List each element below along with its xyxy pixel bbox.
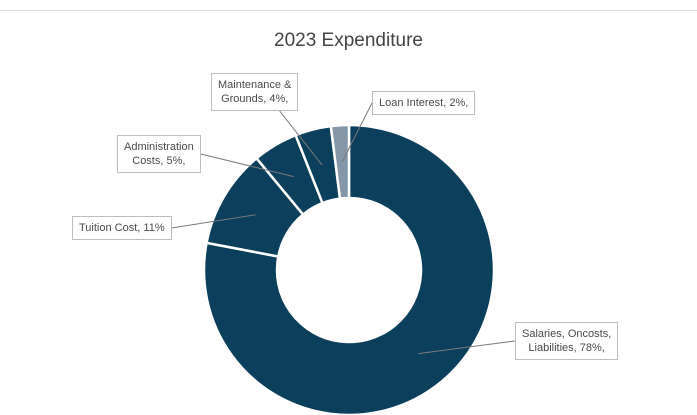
data-label-salaries: Salaries, Oncosts, Liabilities, 78%, bbox=[515, 322, 619, 360]
chart-title: 2023 Expenditure bbox=[274, 30, 423, 51]
data-label-loan-interest: Loan Interest, 2%, bbox=[372, 91, 476, 115]
slice-loan-interest bbox=[329, 123, 351, 200]
data-label-tuition: Tuition Cost, 11% bbox=[72, 216, 172, 240]
data-label-administration: Administration Costs, 5%, bbox=[117, 135, 201, 173]
leader-line-administration bbox=[200, 153, 294, 178]
leader-line-loan-interest bbox=[341, 102, 373, 162]
leader-line-salaries bbox=[418, 340, 516, 355]
data-label-maintenance: Maintenance & Grounds, 4%, bbox=[211, 73, 299, 111]
top-divider bbox=[0, 10, 697, 11]
leader-line-maintenance bbox=[279, 110, 323, 166]
slice-salaries bbox=[202, 123, 496, 415]
leader-line-tuition bbox=[171, 214, 256, 229]
